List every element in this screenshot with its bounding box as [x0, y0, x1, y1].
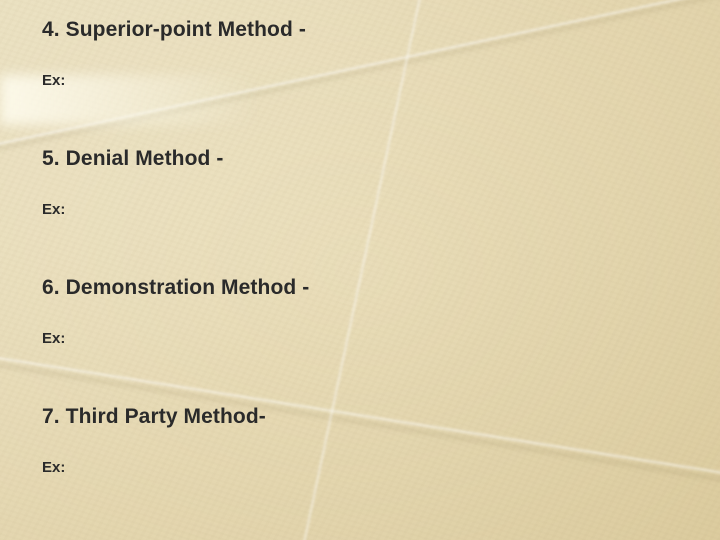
section-5: 5. Denial Method - Ex:: [42, 147, 720, 218]
section-4: 4. Superior-point Method - Ex:: [42, 18, 720, 89]
heading-5: 5. Denial Method -: [42, 147, 720, 171]
ex-label-5: Ex:: [42, 201, 720, 218]
section-7: 7. Third Party Method- Ex:: [42, 405, 720, 476]
ex-label-7: Ex:: [42, 459, 720, 476]
slide-content: 4. Superior-point Method - Ex: 5. Denial…: [0, 0, 720, 540]
heading-6: 6. Demonstration Method -: [42, 276, 720, 300]
heading-4: 4. Superior-point Method -: [42, 18, 720, 42]
section-6: 6. Demonstration Method - Ex:: [42, 276, 720, 347]
heading-7: 7. Third Party Method-: [42, 405, 720, 429]
ex-label-6: Ex:: [42, 330, 720, 347]
ex-label-4: Ex:: [42, 72, 720, 89]
